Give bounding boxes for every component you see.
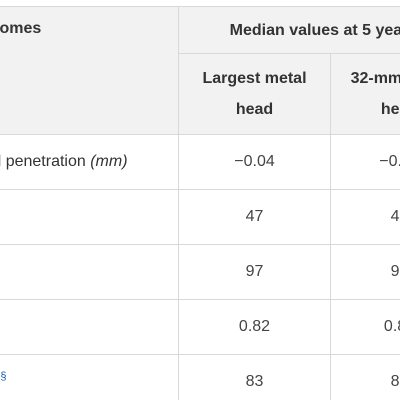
outcomes-column-header: Outcomes xyxy=(0,6,179,135)
column-header-line: Largest metal xyxy=(202,70,307,87)
row-label xyxy=(0,189,179,245)
column-header-line: 32-mm metal xyxy=(350,70,400,87)
column-header-line: head xyxy=(235,101,274,118)
row-label: Head penetration (mm) xyxy=(0,134,179,190)
row-label xyxy=(0,244,179,300)
header-row-columns: Largest metal head 32-mm metal head xyxy=(0,53,400,135)
cell-value: 96 xyxy=(330,244,400,300)
footnote-marker[interactable]: § xyxy=(0,370,7,383)
largest-metal-head-header: Largest metal head xyxy=(178,53,331,135)
table-row: 97 96 xyxy=(0,244,400,300)
median-values-group-header: Median values at 5 years xyxy=(178,6,400,54)
cell-value: 97 xyxy=(178,244,331,300)
table-row: scale§ 83 82 xyxy=(0,354,400,400)
cell-value: 82 xyxy=(330,354,400,400)
table-row: 47 45 xyxy=(0,189,400,245)
table-row: Head penetration (mm) −0.04 −0.03 xyxy=(0,134,400,190)
row-unit: (mm) xyxy=(90,153,128,170)
outcomes-table: Outcomes Median values at 5 years Larges… xyxy=(0,6,400,400)
header-row-group: Outcomes Median values at 5 years xyxy=(0,6,400,135)
cell-value: 0.82 xyxy=(178,299,331,355)
cell-value: 83 xyxy=(178,354,331,400)
row-label-text: Head penetration xyxy=(0,153,86,170)
cell-value: 45 xyxy=(330,189,400,245)
column-header-line: head xyxy=(380,101,400,118)
row-label: scale§ xyxy=(0,354,179,400)
cell-value: −0.03 xyxy=(330,134,400,190)
32mm-metal-head-header: 32-mm metal head xyxy=(330,53,400,135)
row-label: # xyxy=(0,299,179,355)
cell-value: −0.04 xyxy=(178,134,331,190)
cell-value: 47 xyxy=(178,189,331,245)
table-row: # 0.82 0.81 xyxy=(0,299,400,355)
cell-value: 0.81 xyxy=(330,299,400,355)
